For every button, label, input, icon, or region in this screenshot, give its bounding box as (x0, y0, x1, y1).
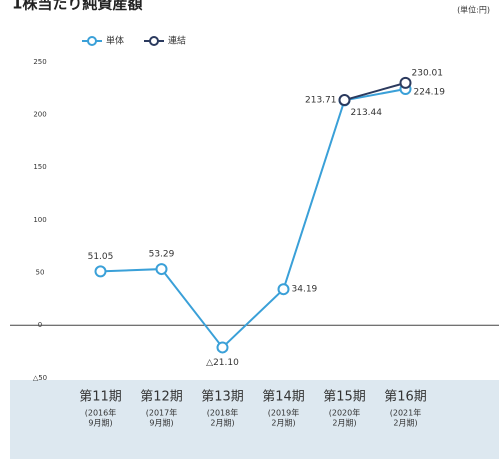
x-tick-sublabel: 2月期) (271, 419, 295, 428)
data-label: 51.05 (88, 252, 114, 262)
data-point (338, 94, 351, 107)
legend-marker (149, 36, 159, 46)
x-tick-label: 第16期 (384, 390, 427, 405)
legend-label: 単体 (106, 35, 124, 47)
x-tick-sublabel: (2020年 (329, 408, 360, 418)
y-tick-label: 250 (33, 58, 46, 66)
x-tick-sublabel: 9月期) (149, 419, 173, 428)
x-tick-label: 第14期 (262, 390, 305, 405)
data-label: 230.01 (412, 68, 444, 78)
data-point (155, 263, 168, 276)
x-tick-label: 第13期 (201, 390, 244, 405)
x-tick-sublabel: (2019年 (268, 408, 299, 418)
x-tick-label: 第12期 (140, 390, 183, 405)
y-tick-label: 100 (33, 216, 46, 224)
series-line (344, 81, 406, 102)
y-tick-label: 150 (33, 163, 46, 171)
x-tick-sublabel: 2月期) (210, 419, 234, 428)
x-tick-sublabel: 2月期) (393, 419, 417, 428)
data-label: 213.44 (351, 108, 383, 118)
data-label: 213.71 (305, 96, 337, 106)
x-tick-label: 第15期 (323, 390, 366, 405)
category-band (10, 380, 499, 459)
data-point (399, 76, 412, 89)
x-tick-sublabel: (2017年 (146, 408, 177, 418)
legend-marker (87, 36, 97, 46)
y-tick-label: 200 (33, 110, 46, 118)
chart-title: 1株当たり純資産額 (12, 0, 142, 13)
y-tick-label: △50 (33, 374, 47, 382)
data-point (94, 265, 107, 278)
data-label: 53.29 (149, 250, 175, 260)
y-tick-label: 50 (36, 269, 45, 277)
data-label: 224.19 (414, 87, 446, 97)
data-label: △21.10 (206, 358, 239, 368)
data-label: 34.19 (292, 285, 318, 295)
series-line (100, 88, 406, 349)
x-tick-sublabel: (2021年 (390, 408, 421, 418)
x-tick-sublabel: (2016年 (85, 408, 116, 418)
x-tick-label: 第11期 (79, 390, 122, 405)
x-tick-sublabel: 9月期) (88, 419, 112, 428)
data-point (277, 283, 290, 296)
legend-label: 連結 (168, 35, 186, 47)
x-tick-sublabel: (2018年 (207, 408, 238, 418)
unit-label: (単位:円) (457, 5, 490, 15)
data-point (216, 341, 229, 354)
x-tick-sublabel: 2月期) (332, 419, 356, 428)
